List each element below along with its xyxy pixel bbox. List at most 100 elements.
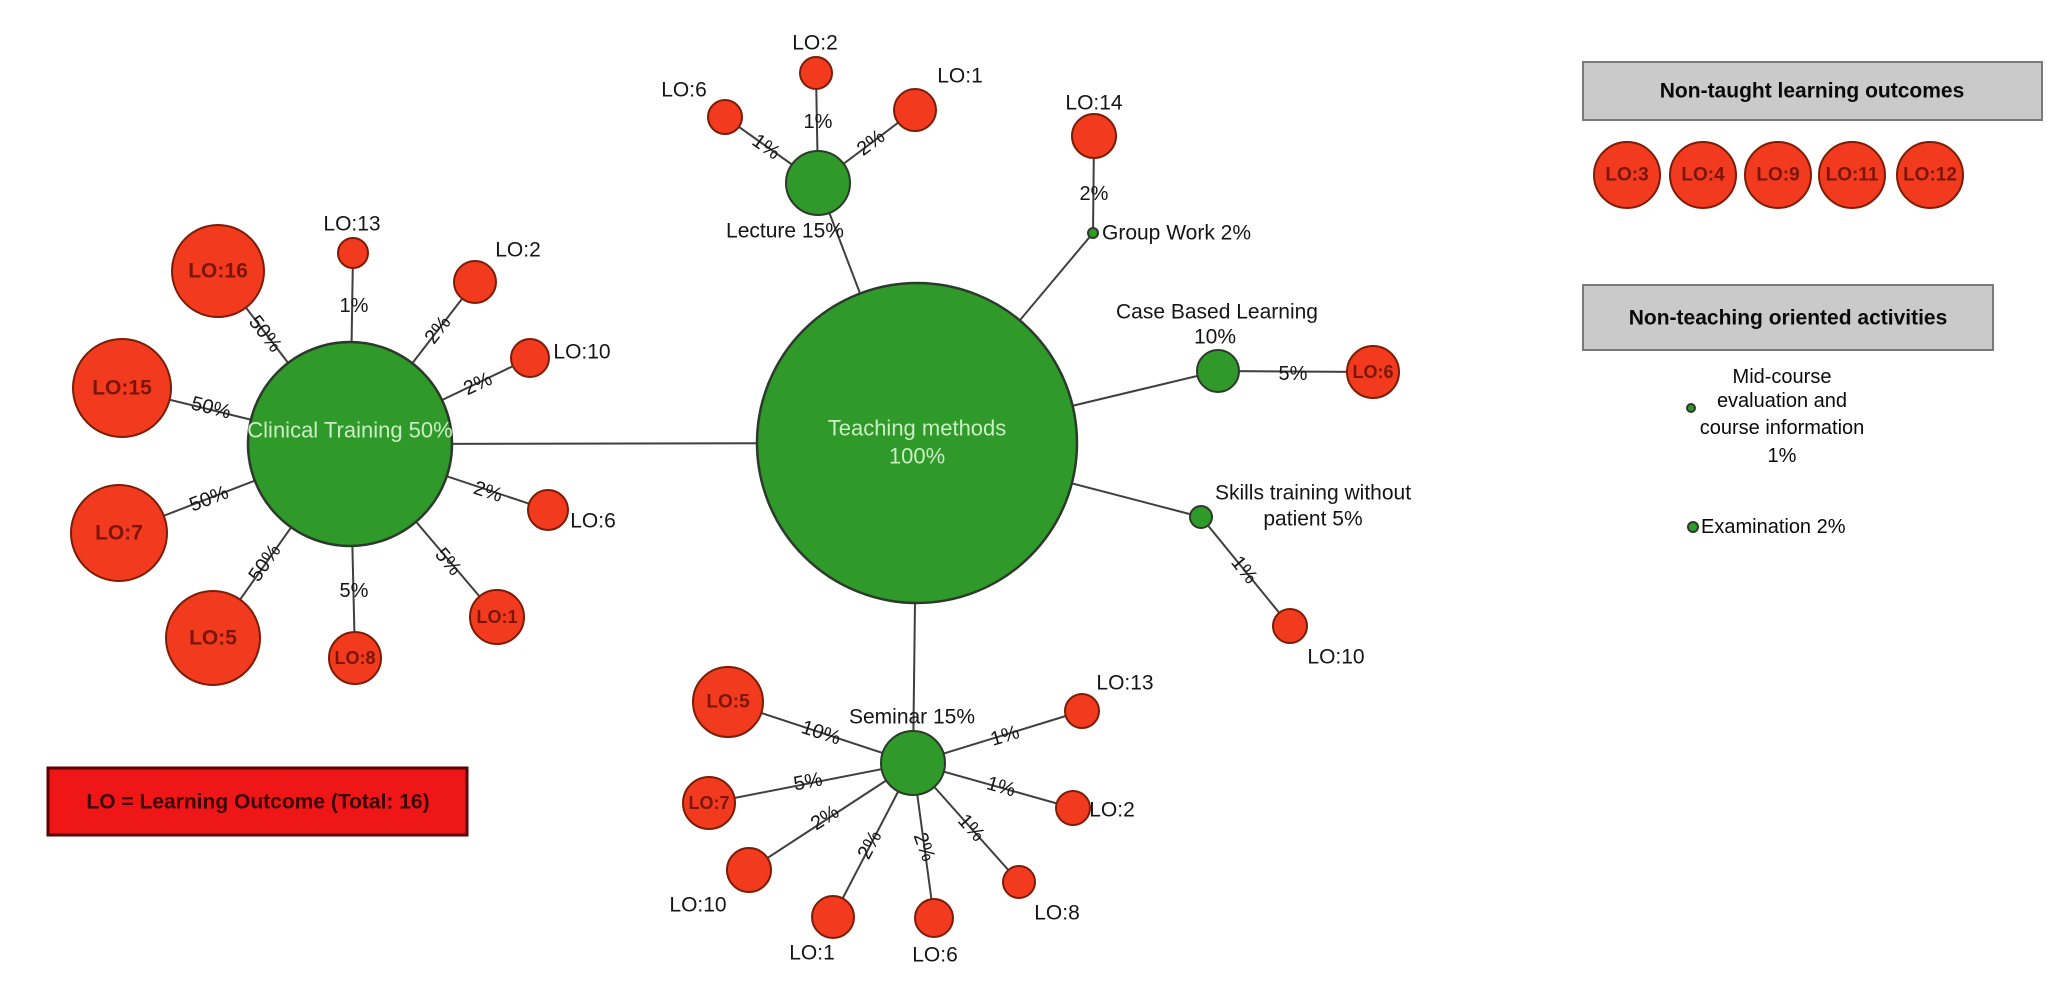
node-cbl-lo6 [1346, 345, 1400, 399]
diagram-label: LO:8 [1034, 902, 1080, 925]
node-ct-lo6 [527, 489, 569, 531]
node-clinical-training [246, 340, 454, 548]
node-teaching-methods [755, 281, 1079, 605]
diagram-label: LO:1 [937, 65, 983, 88]
diagram-label: LO:10 [553, 341, 610, 364]
node-case-based-learning [1196, 349, 1240, 393]
edge-percent-label: 50% [244, 311, 286, 356]
node-gw-lo14 [1071, 113, 1117, 159]
edge-percent-label: 1% [804, 111, 833, 133]
mid-course-line-2: evaluation and [1717, 390, 1847, 412]
node-lec-lo2 [799, 56, 833, 90]
node-group-work [1087, 227, 1099, 239]
node-label-nt-lo4: LO:4 [1681, 165, 1725, 186]
node-skills-training [1189, 505, 1213, 529]
node-sem-lo7 [682, 776, 736, 830]
node-midcourse-dot [1686, 403, 1696, 413]
note-box-text: LO = Learning Outcome (Total: 16) [86, 791, 429, 814]
edge-percent-label: 1% [340, 295, 369, 317]
diagram-label: LO:6 [570, 510, 616, 533]
diagram-label: 10% [1194, 326, 1236, 349]
edge-percent-label: 50% [189, 392, 233, 423]
node-sem-lo6 [914, 898, 954, 938]
node-ct-lo15 [72, 338, 172, 438]
edge [1200, 516, 1291, 627]
edge-percent-label: 2% [909, 830, 940, 865]
node-sem-lo5 [692, 666, 764, 738]
node-label-nt-lo11: LO:11 [1826, 165, 1879, 186]
edge-percent-label: 10% [799, 716, 844, 749]
edge-percent-label: 50% [245, 540, 286, 586]
legend-non-taught-box [1582, 61, 2043, 121]
node-label-ct-lo16: LO:16 [188, 260, 248, 283]
diagram-label: Skills training without [1215, 482, 1411, 505]
node-ct-lo13 [337, 237, 369, 269]
diagram-label: Lecture 15% [726, 220, 844, 243]
diagram-label: LO:2 [495, 239, 541, 262]
note-box: LO = Learning Outcome (Total: 16) [46, 766, 469, 837]
edge-percent-label: 2% [853, 125, 889, 160]
node-ct-lo2 [453, 260, 497, 304]
node-label-sem-lo7: LO:7 [688, 793, 729, 813]
legend-non-teaching-box [1582, 284, 1994, 351]
diagram-label: LO:2 [792, 32, 838, 55]
node-label-nt-lo3: LO:3 [1605, 165, 1648, 186]
diagram-label: LO:13 [1096, 672, 1153, 695]
diagram-label: Case Based Learning [1116, 301, 1318, 324]
legend-non-taught-title: Non-taught learning outcomes [1660, 80, 1965, 103]
node-sem-lo2 [1055, 790, 1091, 826]
edge-percent-label: 1% [988, 721, 1022, 751]
node-sem-lo10 [726, 847, 772, 893]
diagram-label: LO:13 [323, 213, 380, 236]
examination-label: Examination 2% [1701, 516, 1846, 538]
diagram-label: LO:10 [1307, 646, 1364, 669]
node-label-cbl-lo6: LO:6 [1352, 362, 1393, 382]
node-lec-lo6 [707, 99, 743, 135]
node-nt-lo12 [1896, 141, 1964, 209]
node-sem-lo13 [1064, 693, 1100, 729]
node-sk-lo10 [1272, 608, 1308, 644]
node-ct-lo8 [328, 631, 382, 685]
node-label-ct-lo7: LO:7 [95, 522, 143, 545]
legend-non-teaching-title: Non-teaching oriented activities [1629, 307, 1948, 330]
diagram-label: LO:6 [661, 79, 707, 102]
edge-percent-label: 5% [340, 580, 369, 602]
node-sem-lo1 [811, 895, 855, 939]
node-label-teaching-methods: 100% [889, 444, 945, 469]
node-label-sem-lo5: LO:5 [706, 692, 750, 713]
edge-percent-label: 5% [1279, 363, 1308, 385]
edge-percent-label: 2% [807, 801, 843, 835]
node-label-clinical-training: Clinical Training 50% [247, 418, 452, 443]
node-label-ct-lo8: LO:8 [334, 648, 375, 668]
node-lecture [785, 150, 851, 216]
mid-course-line-3: course information [1700, 417, 1865, 439]
node-ct-lo7 [70, 484, 168, 582]
edge-percent-label: 2% [471, 477, 505, 507]
diagram-label: patient 5% [1263, 508, 1362, 531]
diagram-label: Group Work 2% [1102, 222, 1251, 245]
node-lec-lo1 [893, 88, 937, 132]
edge-percent-label: 1% [984, 772, 1018, 801]
node-label-ct-lo1: LO:1 [476, 607, 517, 627]
diagram-label: Seminar 15% [849, 706, 975, 729]
node-ct-lo5 [165, 590, 261, 686]
edge-percent-label: 2% [460, 368, 496, 400]
note-box-rect [46, 766, 469, 837]
node-label-nt-lo12: LO:12 [1903, 165, 1957, 186]
edge-percent-label: 5% [792, 768, 825, 795]
edge [708, 762, 914, 804]
node-ct-lo16 [171, 224, 265, 318]
mid-course-line-1: Mid-course [1733, 366, 1832, 388]
legend-non-taught: Non-taught learning outcomes [1582, 61, 2043, 121]
node-nt-lo11 [1818, 141, 1886, 209]
node-examination-dot [1687, 521, 1699, 533]
edge-percent-label: 50% [186, 481, 231, 516]
mid-course-line-4: 1% [1768, 445, 1797, 467]
node-nt-lo9 [1744, 141, 1812, 209]
edge-percent-label: 1% [1226, 552, 1261, 588]
edge-percent-label: 2% [1080, 183, 1109, 205]
node-label-nt-lo9: LO:9 [1756, 165, 1799, 186]
legend-non-teaching: Non-teaching oriented activities Mid-cou… [1582, 284, 1994, 538]
node-label-teaching-methods: Teaching methods [828, 416, 1007, 441]
